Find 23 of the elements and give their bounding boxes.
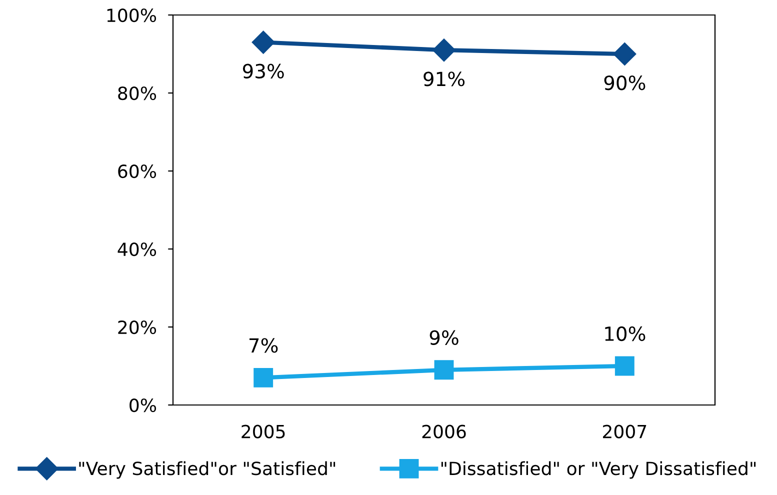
data-label: 93% xyxy=(242,64,284,78)
data-label: 90% xyxy=(604,75,646,90)
point xyxy=(432,38,456,62)
y-tick-label: 0% xyxy=(130,398,156,412)
data-label: 9% xyxy=(430,330,458,345)
data-label: 7% xyxy=(250,338,278,353)
x-tick-label: 2006 xyxy=(422,424,466,438)
y-tick-label: 40% xyxy=(118,242,156,256)
data-label: 10% xyxy=(605,326,646,342)
y-tick-label: 100% xyxy=(107,8,156,22)
data-label: 91% xyxy=(424,72,465,86)
point xyxy=(434,360,454,380)
point xyxy=(613,42,636,66)
x-tick-label: 2007 xyxy=(603,424,646,438)
point xyxy=(252,30,275,54)
legend-label: "Dissatisfied" or "Very Dissatisfied" xyxy=(441,461,756,479)
y-tick-label: 20% xyxy=(118,320,156,334)
x-tick-label: 2005 xyxy=(242,424,285,438)
point xyxy=(254,368,274,388)
legend-label: "Very Satisfied"or "Satisfied" xyxy=(79,461,336,479)
y-tick-label: 80% xyxy=(118,86,156,100)
point xyxy=(614,356,634,376)
y-tick-label: 60% xyxy=(118,164,156,178)
